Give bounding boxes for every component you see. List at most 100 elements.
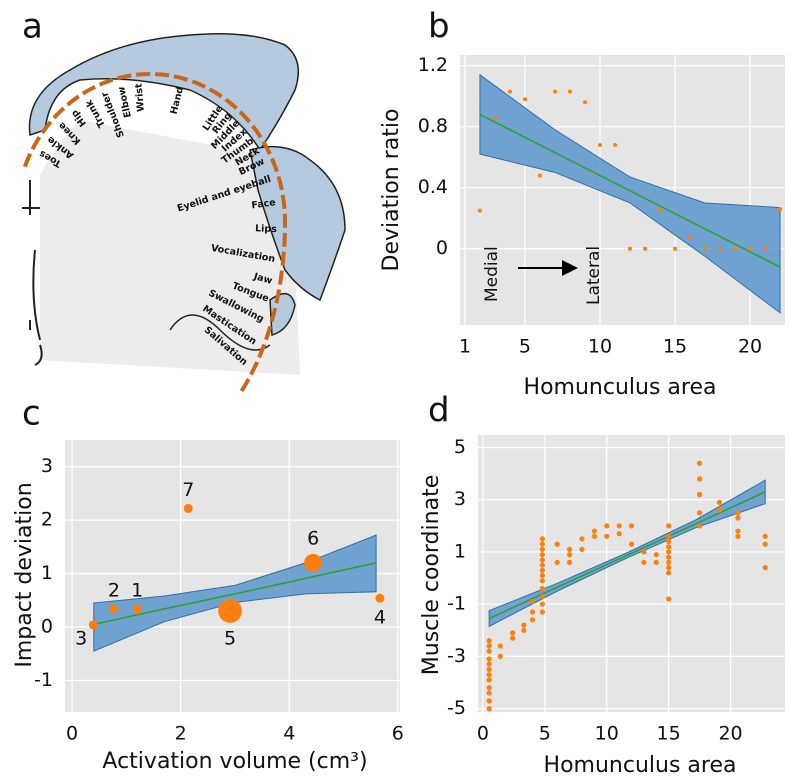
data-point (582, 100, 587, 105)
data-point (604, 533, 610, 539)
data-point (579, 546, 585, 552)
data-point (696, 523, 703, 529)
body-part-label: Face (251, 197, 277, 211)
data-point (88, 620, 98, 630)
data-point (696, 510, 703, 516)
body-part-label: Elbow (116, 85, 134, 119)
data-point (492, 115, 497, 120)
data-point (673, 246, 678, 251)
data-point (616, 531, 622, 537)
data-point (616, 523, 622, 529)
data-point (666, 559, 672, 566)
data-point (552, 89, 557, 94)
data-point (762, 541, 768, 547)
y-tick-label: -1 (447, 593, 466, 615)
face-drawing (249, 145, 346, 302)
data-point (567, 546, 573, 552)
data-point (183, 503, 193, 513)
data-point (762, 565, 768, 571)
data-point (733, 246, 738, 251)
data-point (486, 690, 492, 696)
data-point (539, 562, 545, 568)
point-label: 4 (374, 607, 386, 629)
data-point (666, 533, 672, 539)
y-tick-label: -5 (447, 697, 466, 719)
y-tick-label: 3 (41, 455, 53, 477)
data-point (218, 599, 242, 623)
data-point (507, 89, 512, 94)
data-point (653, 559, 659, 566)
x-tick-label: 1 (459, 336, 471, 358)
data-point (539, 585, 545, 592)
data-point (477, 208, 482, 213)
point-label: 2 (108, 579, 120, 601)
data-point (539, 546, 545, 552)
x-tick-label: 15 (657, 723, 681, 745)
x-tick-label: 15 (663, 336, 687, 358)
point-label: 7 (182, 479, 194, 501)
data-point (486, 666, 492, 673)
data-point (666, 549, 672, 555)
y-axis-title: Impact deviation (12, 482, 37, 667)
x-tick-label: 20 (718, 723, 742, 745)
y-tick-label: 0.4 (418, 176, 448, 198)
data-point (109, 604, 119, 614)
point-label: 3 (75, 627, 87, 649)
data-point (486, 661, 492, 667)
panel-letter: c (22, 394, 41, 434)
point-label: 6 (307, 527, 319, 549)
y-tick-label: 1.2 (418, 54, 448, 76)
data-point (539, 609, 545, 615)
x-tick-label: 20 (738, 336, 762, 358)
x-axis-title: Homunculus area (544, 753, 737, 778)
x-tick-label: 5 (539, 723, 551, 745)
y-tick-label: 0 (41, 616, 53, 638)
x-tick-label: 0 (477, 723, 489, 745)
data-point (735, 515, 741, 521)
data-point (567, 551, 573, 558)
data-point (521, 622, 527, 628)
data-point (628, 246, 633, 251)
data-point (539, 536, 545, 542)
data-point (735, 533, 741, 539)
data-point (554, 559, 560, 566)
data-point (591, 528, 597, 534)
y-tick-label: 1 (41, 562, 53, 584)
y-tick-label: 0.8 (418, 115, 448, 137)
x-tick-label: 10 (595, 723, 619, 745)
plot-background (478, 435, 785, 712)
data-point (539, 572, 545, 579)
data-point (486, 698, 492, 704)
data-point (716, 507, 722, 513)
data-point (612, 143, 617, 147)
y-axis-title: Muscle coordinate (419, 475, 444, 675)
data-point (666, 523, 672, 529)
cortex-section (40, 120, 300, 375)
panel-letter: a (22, 7, 43, 47)
annotation: Medial (482, 246, 502, 302)
x-tick-label: 2 (175, 723, 187, 745)
data-point (539, 567, 545, 573)
data-point (529, 609, 536, 615)
data-point (375, 593, 385, 603)
data-point (643, 246, 648, 251)
data-point (763, 246, 768, 251)
y-axis-title: Deviation ratio (379, 109, 404, 272)
body-part-label: Hand (169, 86, 186, 116)
y-tick-label: 1 (454, 540, 466, 562)
data-point (762, 533, 768, 539)
annotation: Lateral (584, 246, 604, 305)
y-tick-label: 2 (41, 509, 53, 531)
data-point (510, 630, 516, 636)
data-point (696, 491, 703, 498)
y-tick-label: 3 (454, 488, 466, 510)
data-point (497, 653, 503, 659)
fit-line (93, 562, 377, 626)
x-tick-label: 6 (392, 723, 404, 745)
data-point (597, 143, 602, 147)
data-point (748, 246, 753, 251)
y-tick-label: 0 (436, 237, 448, 259)
data-point (579, 536, 585, 542)
